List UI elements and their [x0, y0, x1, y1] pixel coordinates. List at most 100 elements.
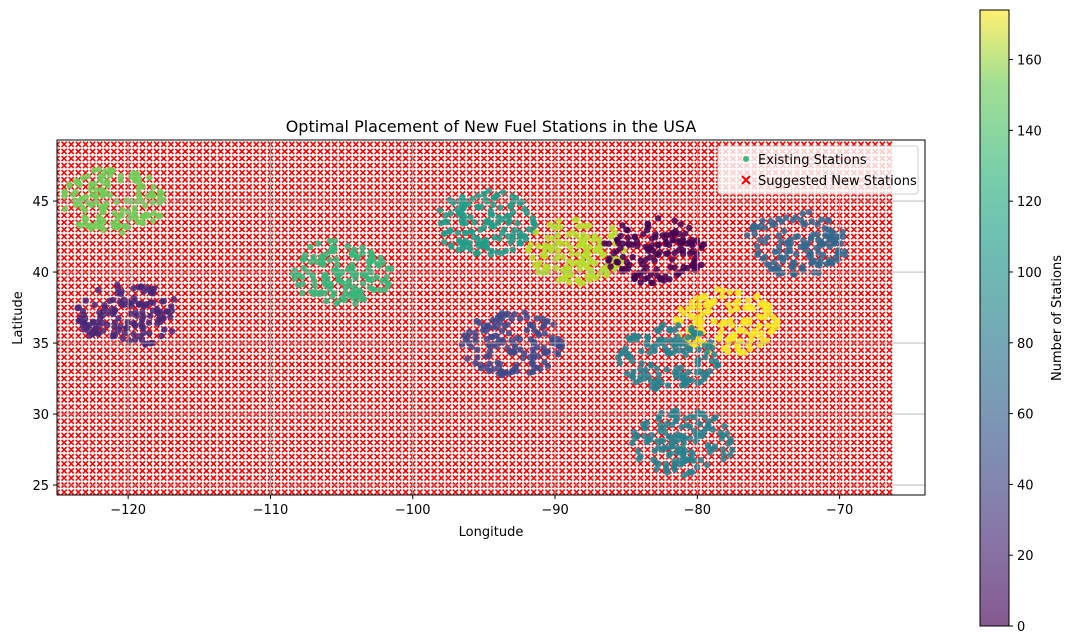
existing-station-point — [97, 203, 105, 210]
existing-station-point — [541, 359, 548, 366]
y-tick-label: 30 — [32, 408, 49, 423]
existing-station-point — [600, 251, 607, 258]
existing-station-point — [327, 282, 335, 289]
existing-station-point — [722, 319, 729, 327]
existing-station-point — [539, 315, 546, 322]
colorbar-tick-label: 20 — [1017, 549, 1034, 564]
existing-station-point — [130, 330, 137, 338]
existing-station-point — [85, 323, 92, 330]
existing-station-point — [462, 219, 469, 227]
existing-station-point — [150, 183, 157, 190]
existing-station-point — [818, 216, 825, 223]
existing-station-point — [168, 303, 175, 310]
existing-station-point — [688, 298, 695, 306]
existing-station-point — [671, 230, 678, 237]
existing-station-point — [583, 247, 590, 255]
existing-station-point — [505, 370, 512, 377]
existing-station-point — [781, 227, 788, 235]
existing-station-point — [748, 336, 755, 343]
existing-station-point — [526, 369, 533, 376]
existing-station-point — [747, 304, 755, 311]
existing-station-point — [119, 206, 126, 213]
existing-station-point — [536, 259, 543, 266]
existing-station-point — [824, 216, 831, 224]
existing-station-point — [667, 434, 675, 441]
existing-station-point — [643, 264, 650, 271]
existing-station-point — [168, 328, 176, 335]
existing-station-point — [310, 277, 318, 284]
existing-station-point — [522, 235, 530, 243]
existing-station-point — [824, 233, 831, 240]
existing-station-point — [728, 322, 736, 329]
existing-station-point — [763, 260, 771, 268]
existing-station-point — [342, 290, 349, 297]
existing-station-point — [696, 368, 703, 375]
existing-station-point — [815, 269, 822, 277]
existing-station-point — [756, 323, 763, 330]
existing-station-point — [163, 308, 170, 315]
existing-station-point — [132, 309, 139, 316]
existing-station-point — [621, 266, 628, 273]
existing-station-point — [510, 349, 517, 356]
y-axis: 25 30 35 40 45 — [32, 195, 57, 494]
existing-station-point — [369, 255, 377, 262]
existing-station-point — [761, 253, 769, 260]
existing-station-point — [764, 234, 771, 241]
existing-station-point — [566, 265, 573, 273]
existing-station-point — [554, 351, 562, 358]
grid-lines — [57, 140, 925, 495]
existing-station-point — [653, 384, 660, 392]
existing-station-point — [568, 250, 575, 257]
colorbar-tick-label: 100 — [1017, 266, 1042, 281]
existing-station-point — [471, 219, 478, 226]
existing-station-point — [596, 236, 603, 243]
existing-station-point — [149, 192, 156, 199]
existing-station-point — [308, 258, 315, 265]
existing-station-point — [665, 452, 673, 459]
existing-station-point — [127, 310, 134, 317]
existing-station-point — [741, 328, 749, 335]
existing-station-point — [509, 199, 517, 206]
existing-station-point — [666, 241, 673, 249]
existing-station-point — [655, 336, 663, 343]
existing-station-point — [579, 241, 587, 248]
existing-station-point — [89, 320, 96, 327]
existing-station-point — [838, 240, 845, 247]
existing-station-point — [644, 333, 651, 341]
existing-station-point — [751, 222, 758, 230]
existing-station-point — [482, 239, 489, 246]
existing-station-point — [122, 325, 130, 332]
existing-station-point — [675, 322, 682, 329]
existing-station-point — [684, 334, 691, 341]
existing-station-point — [653, 365, 660, 372]
existing-station-point — [751, 328, 758, 335]
existing-station-point — [640, 231, 647, 238]
existing-station-point — [383, 273, 390, 281]
existing-station-point — [688, 327, 695, 334]
existing-station-point — [111, 210, 119, 217]
existing-station-point — [77, 222, 84, 229]
existing-station-point — [142, 302, 150, 309]
existing-station-point — [321, 271, 328, 278]
existing-station-point — [792, 233, 799, 241]
existing-station-point — [702, 295, 709, 302]
existing-station-point — [669, 236, 676, 244]
x-tick-label: −80 — [684, 503, 711, 518]
existing-station-point — [149, 217, 157, 224]
existing-station-point — [742, 304, 749, 311]
existing-station-point — [678, 423, 685, 430]
y-tick-label: 45 — [32, 195, 49, 210]
existing-station-point — [694, 361, 702, 368]
existing-station-point — [668, 256, 676, 263]
existing-station-point — [349, 271, 356, 278]
existing-station-point — [532, 222, 539, 229]
existing-station-point — [487, 334, 494, 341]
legend-suggested-label: Suggested New Stations — [758, 174, 917, 189]
existing-station-point — [730, 331, 738, 339]
existing-station-point — [706, 368, 713, 375]
existing-station-point — [367, 249, 374, 256]
existing-station-point — [493, 323, 500, 330]
existing-station-point — [607, 263, 614, 270]
existing-station-point — [617, 232, 624, 240]
existing-station-point — [131, 297, 138, 305]
